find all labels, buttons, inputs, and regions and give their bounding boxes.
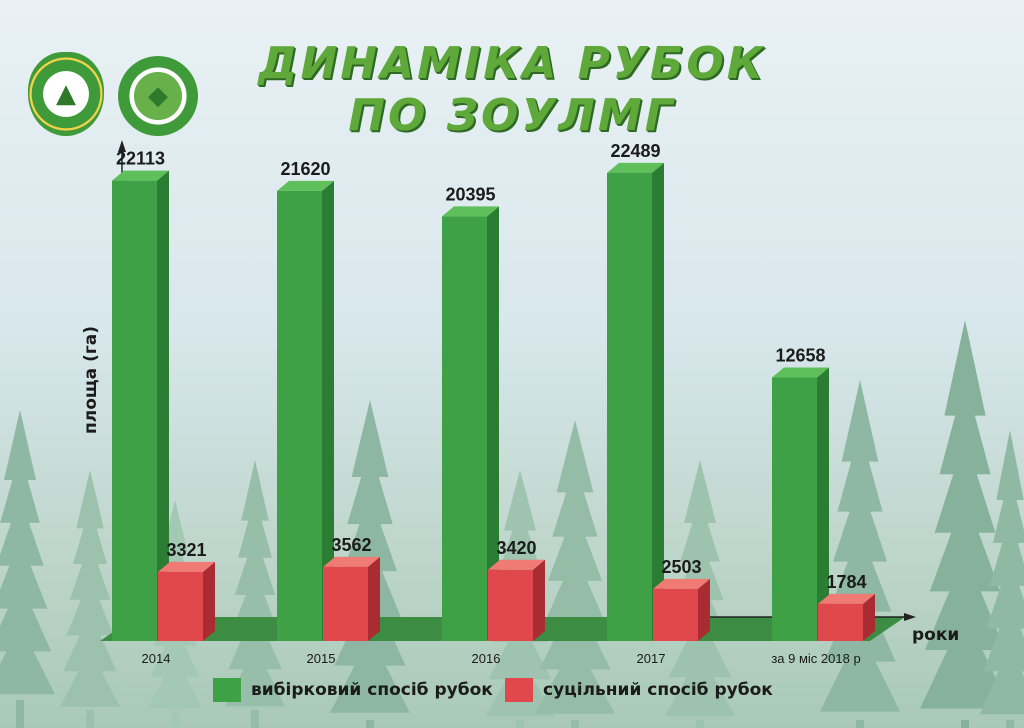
fir-tree-icon: [920, 320, 1010, 728]
bar-selective: [772, 367, 829, 641]
legend-item-selective: вибірковий спосіб рубок: [213, 678, 493, 702]
data-label-selective: 20395: [445, 184, 495, 204]
legend-swatch-clear: [505, 678, 533, 702]
x-tick-label: 2014: [142, 651, 171, 666]
x-tick-label: за 9 міс 2018 р: [771, 651, 860, 666]
x-tick-label: 2017: [637, 651, 666, 666]
bar-selective: [442, 206, 499, 641]
legend-label-clear: суцільний спосіб рубок: [543, 680, 773, 700]
chart-title-line-2: ПО ЗОУЛМГ: [348, 90, 676, 141]
legend-swatch-selective: [213, 678, 241, 702]
regional-forestry-logo-icon: ◆: [118, 56, 198, 136]
bar-selective: [277, 180, 334, 641]
data-label-selective: 22489: [610, 141, 660, 161]
data-label-clear: 2503: [661, 557, 701, 577]
data-label-selective: 22113: [116, 149, 165, 169]
x-tick-label: 2015: [307, 651, 336, 666]
fir-tree-icon: [0, 410, 55, 728]
data-label-clear: 3562: [331, 535, 371, 555]
bar-clear: [818, 593, 875, 641]
fir-tree-icon: [980, 430, 1024, 728]
data-label-clear: 3321: [166, 540, 206, 560]
y-axis-label: площа (га): [81, 326, 101, 434]
data-label-selective: 12658: [775, 345, 825, 365]
data-label-clear: 3420: [496, 538, 536, 558]
y-axis-arrow-icon: [118, 140, 126, 152]
data-label-clear: 1784: [826, 572, 866, 592]
x-tick-label: 2016: [472, 651, 501, 666]
bar-clear: [488, 559, 545, 641]
x-axis-label: роки: [912, 625, 959, 645]
data-label-selective: 21620: [280, 159, 330, 179]
bar-clear: [323, 556, 380, 641]
bar-selective: [112, 170, 169, 642]
legend-item-clear: суцільний спосіб рубок: [505, 678, 773, 702]
bar-clear: [158, 561, 215, 641]
x-axis-arrow-icon: [904, 613, 916, 621]
bar-selective: [607, 162, 664, 641]
chart-title-line-1: ДИНАМІКА РУБОК: [258, 38, 766, 89]
bar-clear: [653, 578, 710, 641]
fir-tree-icon: [60, 470, 120, 728]
forestry-agency-logo-icon: ▲: [28, 52, 104, 136]
legend-label-selective: вибірковий спосіб рубок: [251, 680, 493, 700]
